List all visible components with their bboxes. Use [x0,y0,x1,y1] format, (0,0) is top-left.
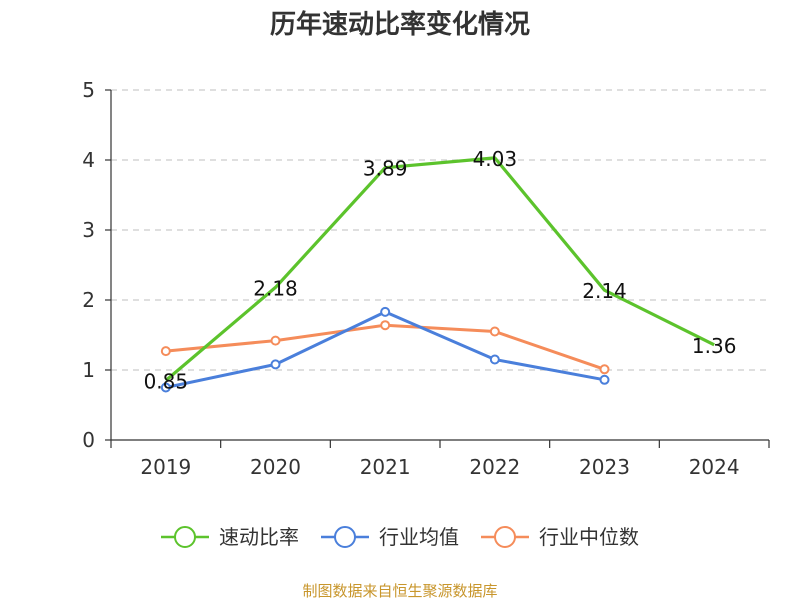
y-tick-label: 3 [82,218,95,242]
data-point [160,346,171,357]
legend-marker-icon [334,526,356,548]
x-tick-label: 2023 [579,455,630,479]
data-point [270,359,281,370]
legend-label: 速动比率 [219,525,299,549]
y-tick-label: 5 [82,78,95,102]
x-tick-label: 2021 [360,455,411,479]
data-label: 4.03 [473,147,518,171]
source-note: 制图数据来自恒生聚源数据库 [302,582,497,600]
series-layer [160,156,715,393]
legend[interactable]: 速动比率 行业均值 行业中位数 [161,525,639,549]
x-tick-label: 2022 [469,455,520,479]
x-tick-label: 2020 [250,455,301,479]
legend-label: 行业均值 [379,525,459,549]
data-point [380,320,391,331]
chart-title: 历年速动比率变化情况 [270,9,530,40]
data-point [599,364,610,375]
legend-item-0[interactable]: 速动比率 [161,525,299,549]
legend-item-1[interactable]: 行业均值 [321,525,459,549]
legend-marker-icon [494,526,516,548]
x-tick-label: 2024 [689,455,740,479]
data-label: 1.36 [692,334,737,358]
data-point [489,354,500,365]
data-label: 3.89 [363,157,408,181]
legend-item-2[interactable]: 行业中位数 [481,525,639,549]
data-point [270,335,281,346]
y-tick-label: 4 [82,148,95,172]
series-line-0 [164,156,715,382]
data-label: 2.18 [253,276,298,300]
data-labels: 0.85 2.18 3.89 4.03 2.14 1.36 [144,147,737,394]
data-point [489,326,500,337]
data-label: 0.85 [144,370,189,394]
data-point [599,374,610,385]
y-tick-label: 2 [82,288,95,312]
series-line-2 [165,323,605,371]
x-tick-label: 2019 [140,455,191,479]
data-point [160,382,171,393]
data-point [380,306,391,317]
legend-label: 行业中位数 [539,525,639,549]
legend-marker-icon [174,526,196,548]
y-tick-label: 1 [82,358,95,382]
data-label: 2.14 [582,279,627,303]
axes: 0 1 2 3 4 5 2019 2020 2021 2022 2023 2024 [82,78,770,479]
y-tick-label: 0 [82,428,95,452]
